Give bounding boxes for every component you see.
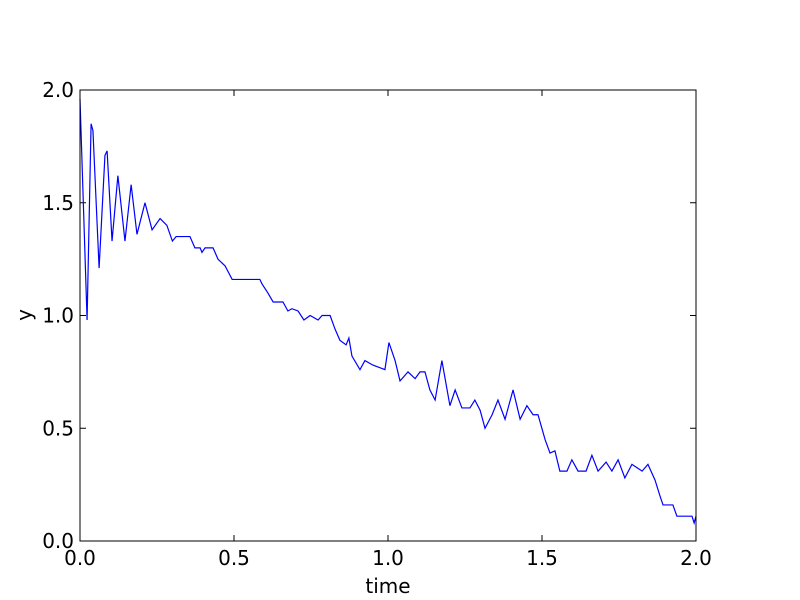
x-tick-label: 1.5 [526, 546, 558, 570]
plot-frame [79, 89, 697, 542]
y-tick-label: 1.0 [42, 304, 74, 328]
y-tick-label: 2.0 [42, 78, 74, 102]
y-axis-label: y [12, 309, 36, 321]
x-tick-label: 2.0 [680, 546, 712, 570]
x-axis-label: time [365, 574, 410, 598]
data-line [79, 99, 697, 526]
y-tick-label: 1.5 [42, 191, 74, 215]
x-tick-label: 0.0 [64, 546, 96, 570]
y-tick-label: 0.5 [42, 416, 74, 440]
x-tick-label: 0.5 [218, 546, 250, 570]
x-tick-label: 1.0 [372, 546, 404, 570]
y-tick-label: 0.0 [42, 529, 74, 553]
